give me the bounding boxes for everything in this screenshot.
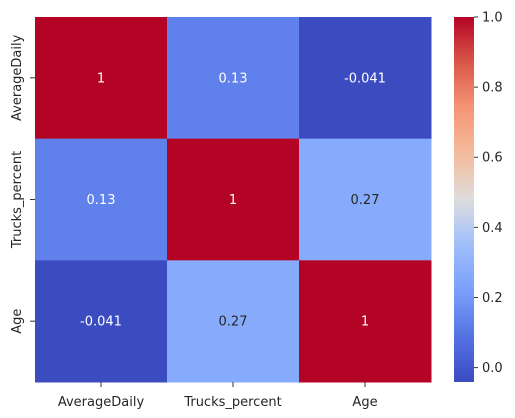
cell-annotations: 1 0.13 -0.041 0.13 1 0.27 -0.041 0.27 1 <box>80 71 386 329</box>
x-tick-label: Trucks_percent <box>183 395 281 410</box>
colorbar: 0.0 0.2 0.4 0.6 0.8 1.0 <box>454 11 503 382</box>
cell-annotation-2-1: 0.27 <box>219 315 248 330</box>
y-tick-label: AverageDaily <box>10 34 25 121</box>
cell-annotation-1-1: 1 <box>229 193 237 208</box>
x-axis: AverageDaily Trucks_percent Age <box>58 382 378 410</box>
colorbar-tick-label: 0.0 <box>482 361 503 376</box>
heatmap-cell-0-2 <box>299 17 432 140</box>
y-tick-label: Trucks_percent <box>10 151 25 249</box>
cell-annotation-1-2: 0.27 <box>351 193 380 208</box>
colorbar-tick-label: 0.2 <box>482 291 503 306</box>
cell-annotation-0-0: 1 <box>97 71 105 86</box>
heatmap-cell-0-0 <box>35 17 168 140</box>
heatmap-cell-2-1 <box>167 260 300 383</box>
x-tick-label: Age <box>352 395 377 410</box>
cell-annotation-0-2: -0.041 <box>344 71 386 86</box>
heatmap-cells <box>35 17 432 383</box>
heatmap-cell-1-2 <box>299 138 432 261</box>
heatmap-cell-1-0 <box>35 138 168 261</box>
cell-annotation-2-0: -0.041 <box>80 315 122 330</box>
y-axis: AverageDaily Trucks_percent Age <box>10 34 35 334</box>
heatmap-cell-0-1 <box>167 17 300 140</box>
heatmap-cell-1-1 <box>167 138 300 261</box>
cell-annotation-1-0: 0.13 <box>87 193 116 208</box>
heatmap-cell-2-0 <box>35 260 168 383</box>
colorbar-tick-label: 0.8 <box>482 81 503 96</box>
colorbar-tick-label: 0.4 <box>482 221 503 236</box>
colorbar-tick-label: 1.0 <box>482 11 503 26</box>
cell-annotation-2-2: 1 <box>361 315 369 330</box>
cell-annotation-0-1: 0.13 <box>219 71 248 86</box>
colorbar-gradient <box>454 17 474 382</box>
colorbar-tick-label: 0.6 <box>482 151 503 166</box>
y-tick-label: Age <box>10 309 25 334</box>
heatmap-cell-2-2 <box>299 260 432 383</box>
x-tick-label: AverageDaily <box>58 395 145 410</box>
